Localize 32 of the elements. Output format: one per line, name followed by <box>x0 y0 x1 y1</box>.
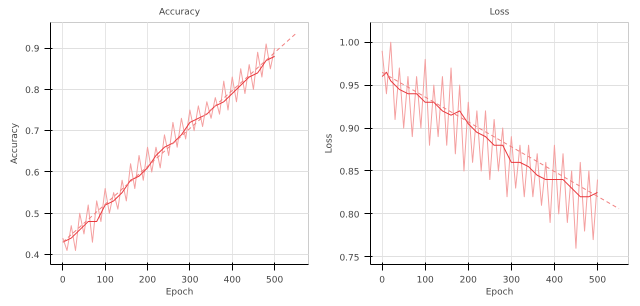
y-tick-label: 0.9 <box>25 44 40 55</box>
x-tick-label: 400 <box>224 276 242 286</box>
y-tick-label: 0.6 <box>25 168 40 178</box>
y-tick-label: 1.00 <box>339 38 360 49</box>
x-tick-label: 100 <box>96 276 114 286</box>
y-tick-label: 0.90 <box>339 124 360 135</box>
y-axis-title: Loss <box>324 133 334 154</box>
y-tick-label: 0.4 <box>25 251 40 262</box>
x-tick-label: 200 <box>138 276 156 286</box>
y-tick-label: 0.5 <box>25 210 40 220</box>
x-tick-label: 400 <box>546 276 564 286</box>
y-tick-label: 0.7 <box>25 127 40 138</box>
line-series <box>382 72 598 198</box>
x-tick-label: 500 <box>266 276 284 286</box>
y-tick-label: 0.85 <box>339 167 360 178</box>
y-axis-title: Accuracy <box>10 122 20 164</box>
x-tick-label: 200 <box>460 276 478 286</box>
chart-title: Loss <box>490 8 510 18</box>
line-series <box>382 42 598 249</box>
x-tick-label: 100 <box>416 276 434 286</box>
x-tick-label: 0 <box>379 276 386 286</box>
y-tick-label: 0.75 <box>339 253 360 264</box>
x-axis-title: Epoch <box>486 288 514 298</box>
x-axis-title: Epoch <box>166 288 194 298</box>
x-tick-label: 300 <box>502 276 520 286</box>
y-tick-label: 0.8 <box>25 86 40 96</box>
y-tick-label: 0.80 <box>339 210 360 220</box>
x-tick-label: 300 <box>181 276 199 286</box>
y-tick-label: 0.95 <box>339 82 360 92</box>
x-tick-label: 0 <box>60 276 66 286</box>
chart-title: Accuracy <box>158 8 201 18</box>
x-tick-label: 500 <box>588 276 606 286</box>
